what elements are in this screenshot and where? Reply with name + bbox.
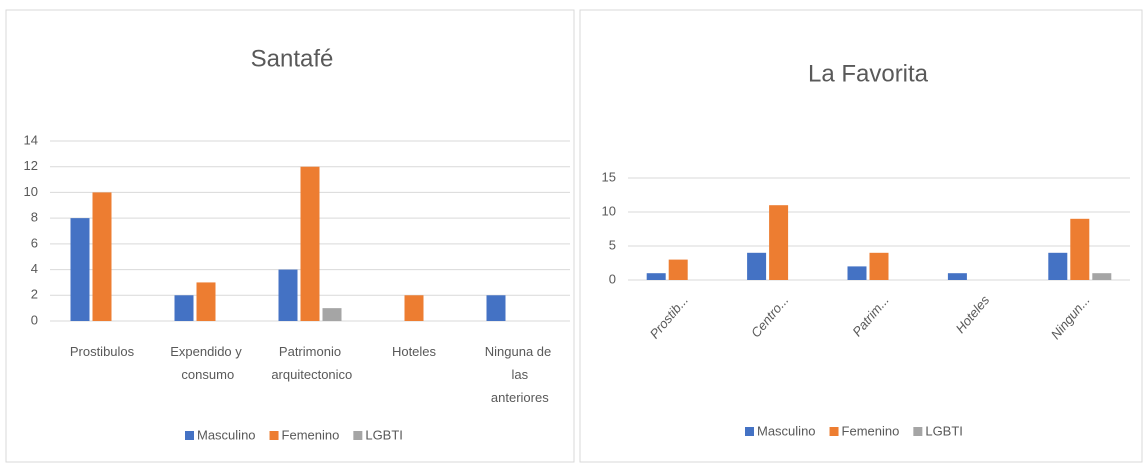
bar xyxy=(486,295,506,321)
bar xyxy=(278,269,298,321)
y-tick-label: 14 xyxy=(24,132,38,147)
legend-swatch xyxy=(269,431,279,440)
bar xyxy=(947,273,967,280)
bar xyxy=(322,308,342,321)
x-tick-label: Expendido y consumo xyxy=(170,344,242,382)
legend-swatch xyxy=(745,427,754,436)
bar xyxy=(747,252,767,280)
chart-title: Santafé xyxy=(251,45,334,72)
x-tick-label: Hoteles xyxy=(953,292,993,336)
y-tick-label: 4 xyxy=(31,261,38,276)
legend-swatch xyxy=(185,431,194,440)
x-tick-label: Centro... xyxy=(748,292,792,340)
y-tick-label: 10 xyxy=(24,184,38,199)
legend-label: LGBTI xyxy=(925,423,963,438)
y-tick-label: 2 xyxy=(31,287,38,302)
bar xyxy=(869,252,889,280)
legend-swatch xyxy=(353,431,363,440)
y-tick-label: 0 xyxy=(609,271,616,286)
legend-label: Masculino xyxy=(757,423,816,438)
bar xyxy=(668,259,688,280)
x-tick-label: Patrim... xyxy=(849,292,892,339)
bar xyxy=(300,166,320,321)
x-tick-label: Hoteles xyxy=(392,344,437,359)
bar xyxy=(196,282,216,321)
x-tick-label: Ningun... xyxy=(1048,292,1093,342)
legend-label: Femenino xyxy=(842,423,900,438)
legend-label: LGBTI xyxy=(365,427,403,442)
y-tick-label: 8 xyxy=(31,210,38,225)
bar xyxy=(70,218,90,321)
bar xyxy=(646,273,666,280)
bar xyxy=(174,295,194,321)
bar xyxy=(1048,252,1068,280)
x-tick-label: Ninguna de las anteriores xyxy=(485,344,552,405)
legend-label: Femenino xyxy=(282,427,340,442)
legend-label: Masculino xyxy=(197,427,256,442)
bar xyxy=(1070,218,1090,280)
y-tick-label: 10 xyxy=(602,203,616,218)
bar xyxy=(404,295,424,321)
legend-swatch xyxy=(829,427,839,436)
y-tick-label: 6 xyxy=(31,235,38,250)
legend-swatch xyxy=(913,427,923,436)
x-tick-label: Patrimonio arquitectonico xyxy=(268,344,353,382)
panel-left xyxy=(5,9,575,463)
bar xyxy=(92,192,112,321)
x-tick-label: Prostib... xyxy=(647,292,691,341)
bar xyxy=(1092,273,1112,280)
y-tick-label: 15 xyxy=(602,169,616,184)
bar xyxy=(769,205,789,280)
x-tick-label: Prostibulos xyxy=(70,344,135,359)
chart-title: La Favorita xyxy=(808,60,929,87)
y-tick-label: 5 xyxy=(609,237,616,252)
bar xyxy=(847,266,867,280)
y-tick-label: 12 xyxy=(24,158,38,173)
panel-right xyxy=(579,9,1143,463)
y-tick-label: 0 xyxy=(31,312,38,327)
